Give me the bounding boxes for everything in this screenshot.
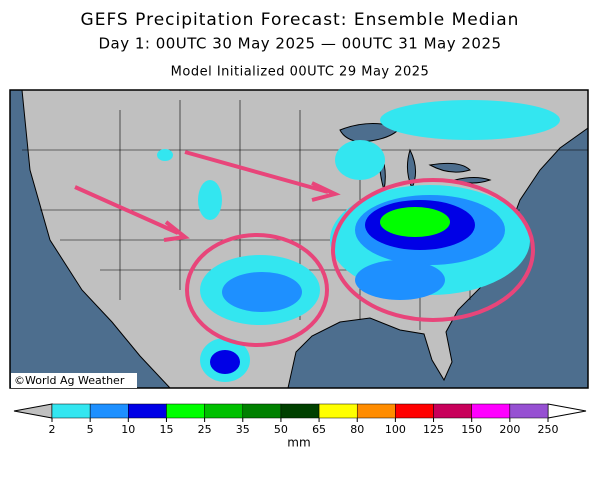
colorbar: 2 5 10 15 25 35 50 65 80 100 125 150 200 250 [13,403,587,436]
colorbar-level: 80 [350,423,364,436]
colorbar-level: 65 [312,423,326,436]
colorbar-segment [128,403,167,419]
colorbar-segment [471,403,511,419]
annotations [74,150,535,347]
precipitation [157,100,560,382]
map-frame [9,89,589,389]
credit-box [11,373,137,388]
colorbar-level: 125 [423,423,444,436]
colorbar-segment [166,403,205,419]
colorbar-segment [356,403,396,419]
colorbar-segment [242,403,282,419]
period: Day 1: 00UTC 30 May 2025 — 00UTC 31 May … [98,35,501,53]
colorbar-level: 100 [385,423,406,436]
colorbar-segment [204,403,244,419]
map: ©World Ag Weather [9,89,589,389]
colorbar-segment [89,403,129,419]
colorbar-segment [395,403,434,419]
colorbar-above [547,403,587,419]
colorbar-segment [318,403,358,419]
colorbar-segment [51,403,91,419]
colorbar-segment [509,403,549,419]
colorbar-segment [280,403,320,419]
colorbar-level: 10 [121,423,135,436]
colorbar-segment [433,403,472,419]
colorbar-level: 200 [499,423,520,436]
colorbar-level: 25 [198,423,212,436]
unit: mm [287,436,310,450]
initialized: Model Initialized 00UTC 29 May 2025 [171,65,430,80]
colorbar-level: 5 [87,423,94,436]
colorbar-below [13,403,53,419]
colorbar-level: 150 [461,423,482,436]
colorbar-level: 35 [236,423,250,436]
credit: ©World Ag Weather [14,374,125,387]
colorbar-level: 2 [49,423,56,436]
title: GEFS Precipitation Forecast: Ensemble Me… [81,10,520,30]
colorbar-level: 250 [538,423,559,436]
colorbar-level: 15 [159,423,173,436]
colorbar-level: 50 [274,423,288,436]
